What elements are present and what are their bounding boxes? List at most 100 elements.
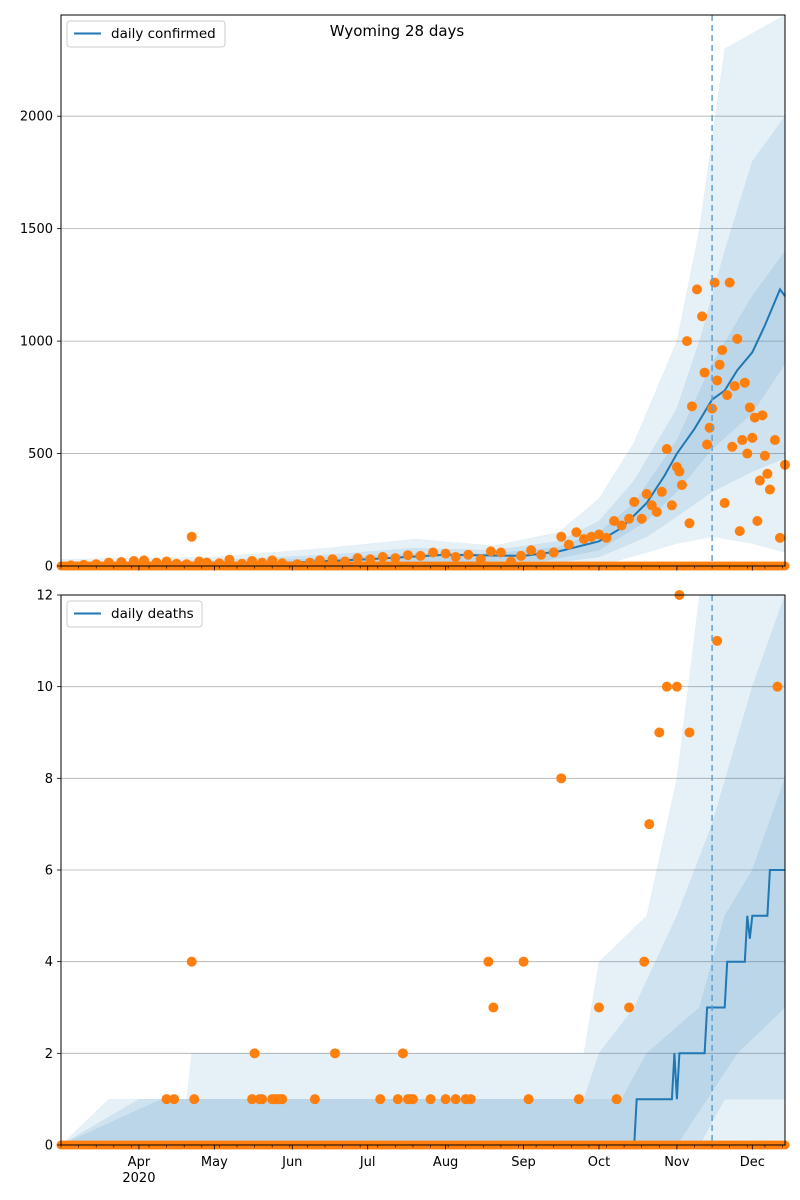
y-tick-label: 500 bbox=[28, 447, 53, 462]
observed-point bbox=[681, 336, 692, 347]
observed-point bbox=[277, 558, 288, 569]
observed-point bbox=[586, 531, 597, 542]
observed-point bbox=[702, 439, 713, 450]
observed-point bbox=[764, 484, 775, 495]
observed-point bbox=[397, 1048, 408, 1059]
observed-point bbox=[739, 377, 750, 388]
observed-point bbox=[161, 556, 172, 567]
y-tick-label: 2000 bbox=[20, 110, 53, 125]
observed-point bbox=[330, 1048, 341, 1059]
y-tick-label: 2 bbox=[45, 1047, 53, 1062]
axes-frame bbox=[60, 594, 786, 1146]
observed-point bbox=[365, 554, 376, 565]
observed-point bbox=[749, 412, 760, 423]
deaths-median-line bbox=[61, 869, 785, 1146]
observed-point bbox=[729, 381, 740, 392]
observed-point bbox=[769, 435, 780, 446]
observed-point bbox=[727, 441, 738, 452]
observed-point bbox=[171, 558, 182, 569]
observed-point bbox=[402, 550, 413, 561]
observed-point bbox=[556, 531, 567, 542]
observed-point bbox=[629, 496, 640, 507]
observed-point bbox=[257, 1094, 268, 1105]
observed-point bbox=[277, 1094, 288, 1105]
observed-point bbox=[601, 532, 612, 543]
observed-point bbox=[505, 556, 516, 567]
observed-point bbox=[714, 359, 725, 370]
observed-point bbox=[224, 554, 235, 565]
observed-point bbox=[724, 277, 735, 288]
observed-point bbox=[624, 513, 635, 524]
observed-point bbox=[536, 549, 547, 560]
observed-point bbox=[465, 1094, 476, 1105]
observed-point bbox=[428, 547, 439, 558]
observed-point bbox=[116, 556, 127, 567]
observed-point bbox=[91, 559, 102, 570]
confirmed-gridlines bbox=[61, 115, 785, 454]
observed-point bbox=[292, 559, 303, 570]
observed-point bbox=[742, 448, 753, 459]
uncertainty-band bbox=[60, 115, 786, 567]
observed-point bbox=[161, 1094, 172, 1105]
observed-point bbox=[181, 559, 192, 570]
observed-point bbox=[774, 532, 785, 543]
observed-point bbox=[138, 555, 149, 566]
observed-point bbox=[103, 557, 114, 568]
x-tick-label: Oct bbox=[588, 1155, 610, 1170]
observed-point bbox=[651, 507, 662, 518]
observed-point bbox=[450, 552, 461, 563]
observed-point bbox=[722, 390, 733, 401]
observed-point bbox=[407, 1094, 418, 1105]
observed-point bbox=[704, 422, 715, 433]
observed-point bbox=[712, 635, 723, 646]
observed-point bbox=[237, 558, 247, 569]
observed-point bbox=[734, 526, 745, 537]
observed-point bbox=[644, 819, 655, 830]
observed-point bbox=[78, 559, 89, 570]
observed-point bbox=[440, 1094, 451, 1105]
observed-point bbox=[573, 1094, 584, 1105]
observed-point bbox=[352, 553, 363, 564]
observed-point bbox=[699, 367, 710, 378]
observed-point bbox=[440, 548, 451, 559]
axes-frame bbox=[60, 14, 786, 567]
observed-point bbox=[732, 333, 743, 344]
confirmed-panel: 0 500 1000 1500 2000 Wyoming 28 days daily c… bbox=[20, 14, 790, 575]
x-tick-label: Apr bbox=[128, 1155, 151, 1170]
observed-point bbox=[747, 432, 758, 443]
y-tick-label: 4 bbox=[45, 955, 53, 970]
observed-point bbox=[194, 556, 205, 567]
observed-point bbox=[186, 531, 197, 542]
confirmed-uncertainty-bands bbox=[60, 14, 786, 567]
deaths-legend-label: daily deaths bbox=[111, 606, 194, 622]
observed-point bbox=[390, 553, 401, 564]
observed-point bbox=[189, 1094, 200, 1105]
observed-point bbox=[267, 555, 278, 566]
observed-point bbox=[340, 556, 351, 567]
observed-point bbox=[257, 557, 268, 568]
observed-point bbox=[593, 529, 604, 540]
observed-point bbox=[624, 1002, 635, 1013]
observed-point bbox=[488, 1002, 499, 1013]
observed-point bbox=[641, 489, 652, 500]
observed-point bbox=[578, 534, 589, 545]
y-tick-label: 6 bbox=[45, 864, 53, 879]
y-tick-label: 8 bbox=[45, 772, 53, 787]
observed-point bbox=[719, 498, 730, 509]
observed-point bbox=[697, 311, 708, 322]
observed-point bbox=[709, 277, 720, 288]
y-tick-label: 10 bbox=[36, 680, 53, 695]
observed-point bbox=[661, 681, 672, 692]
observed-point bbox=[609, 516, 620, 527]
x-tick-label: Dec bbox=[740, 1155, 765, 1170]
observed-point bbox=[754, 475, 765, 486]
observed-point bbox=[483, 956, 494, 967]
observed-point bbox=[392, 1094, 403, 1105]
uncertainty-band bbox=[60, 778, 786, 1146]
observed-point bbox=[639, 956, 650, 967]
observed-point bbox=[247, 556, 258, 567]
observed-point bbox=[186, 956, 197, 967]
observed-point bbox=[752, 516, 763, 527]
